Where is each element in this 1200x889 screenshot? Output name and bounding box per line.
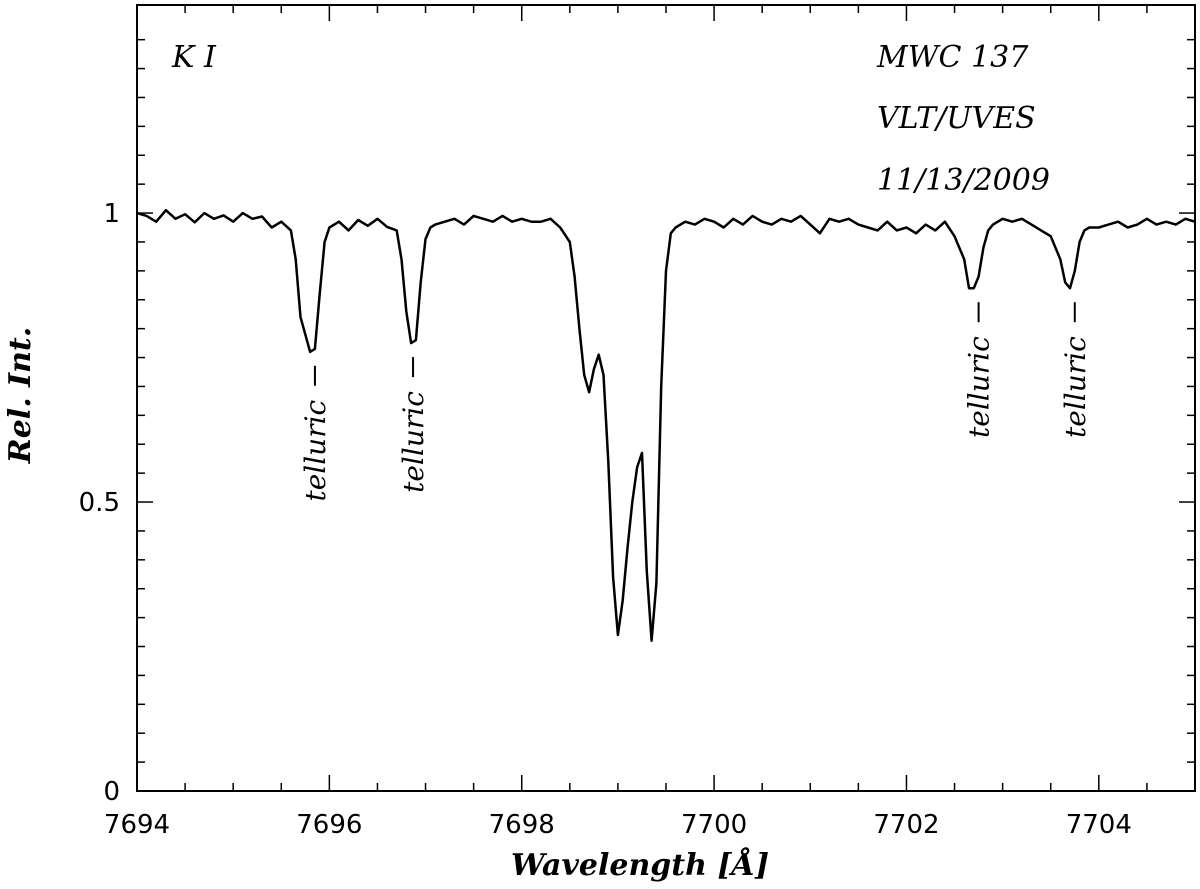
x-tick-label: 7696 bbox=[296, 810, 362, 840]
plot-frame bbox=[136, 4, 1196, 792]
telluric-label: telluric bbox=[397, 391, 430, 493]
element-label: K I bbox=[171, 40, 217, 75]
y-tick-label: 0.5 bbox=[79, 488, 120, 518]
x-tick-label: 7704 bbox=[1066, 810, 1132, 840]
telluric-markers: telluric telluric telluric telluric bbox=[299, 302, 1092, 502]
x-tick-label: 7694 bbox=[104, 810, 170, 840]
date-label: 11/13/2009 bbox=[877, 163, 1050, 198]
x-tick-label: 7698 bbox=[489, 810, 555, 840]
x-axis-label: Wavelength [Å] bbox=[511, 847, 769, 883]
telluric-label: telluric bbox=[1059, 336, 1092, 438]
y-axis-label: Rel. Int. bbox=[3, 327, 38, 464]
x-tick-labels: 7694 7696 7698 7700 7702 7704 bbox=[104, 810, 1132, 840]
star-name-label: MWC 137 bbox=[876, 40, 1029, 75]
instrument-label: VLT/UVES bbox=[877, 101, 1036, 136]
x-tick-label: 7702 bbox=[873, 810, 939, 840]
y-tick-labels: 00.51 bbox=[79, 199, 120, 807]
telluric-label: telluric bbox=[299, 399, 332, 501]
y-tick-label: 0 bbox=[103, 777, 120, 807]
telluric-label: telluric bbox=[963, 336, 996, 438]
y-tick-label: 1 bbox=[103, 199, 120, 229]
x-tick-label: 7700 bbox=[681, 810, 747, 840]
axis-ticks bbox=[136, 5, 1196, 792]
spectrum-line bbox=[136, 208, 1196, 642]
